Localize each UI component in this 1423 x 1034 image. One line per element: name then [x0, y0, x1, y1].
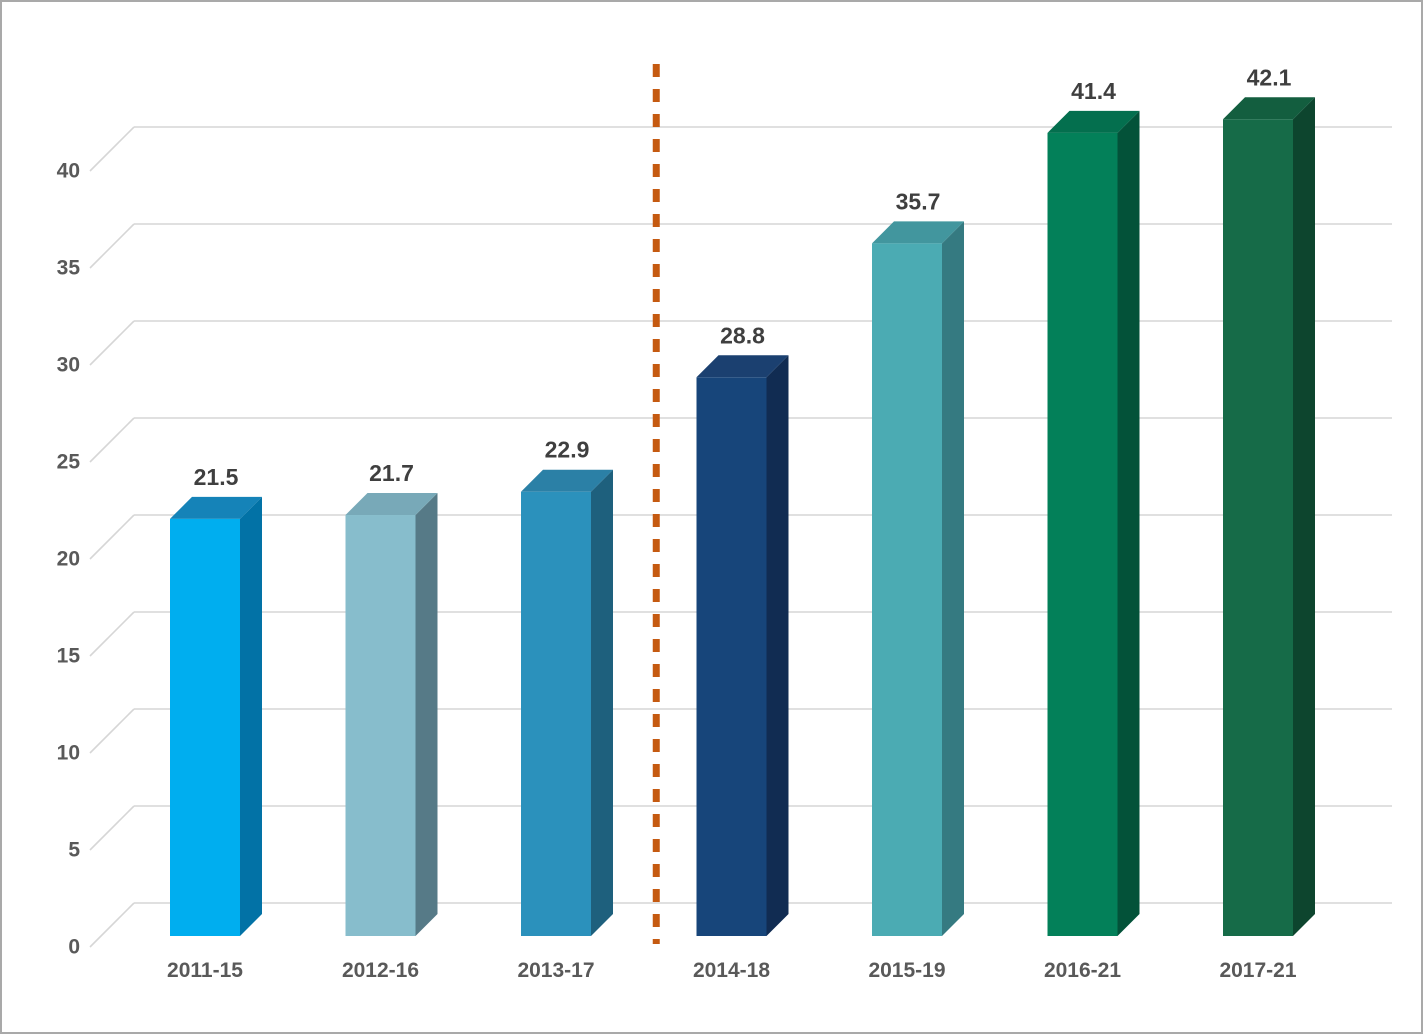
bar-2017-21-front: [1223, 119, 1293, 936]
value-label-2015-19: 35.7: [896, 188, 941, 214]
category-label-2013-17: 2013-17: [517, 959, 594, 982]
ytick-label-40: 40: [57, 160, 80, 183]
bar-2011-15-top: [170, 496, 262, 519]
bar-2012-16-side: [415, 493, 438, 936]
category-label-2016-21: 2016-21: [1044, 959, 1121, 982]
bar-2011-15-front: [170, 518, 240, 936]
bar-2014-18-front: [696, 377, 767, 936]
gridline-diagonal-0: [89, 902, 135, 948]
ytick-label-10: 10: [57, 742, 80, 765]
gridline-diagonal-25: [89, 417, 135, 463]
bar-2015-19-top: [872, 221, 964, 244]
value-label-2013-17: 22.9: [545, 437, 590, 463]
ytick-label-30: 30: [57, 354, 80, 377]
bar-2014-18-top: [696, 355, 789, 378]
gridline-diagonal-15: [89, 611, 135, 657]
gridline-diagonal-20: [89, 514, 135, 560]
gridline-diagonal-30: [89, 320, 135, 366]
value-label-2014-18: 28.8: [720, 322, 765, 348]
category-label-2012-16: 2012-16: [342, 959, 419, 982]
bar-2012-16-top: [345, 493, 438, 516]
bar-2016-21-front: [1047, 132, 1118, 937]
ytick-label-35: 35: [57, 257, 81, 280]
category-label-2011-15: 2011-15: [167, 959, 243, 982]
gridline-diagonal-10: [89, 708, 135, 754]
bar-2012-16-front: [345, 515, 416, 936]
ytick-label-15: 15: [57, 645, 81, 668]
category-label-2014-18: 2014-18: [693, 959, 770, 982]
gridline-diagonal-5: [89, 805, 135, 851]
bar-2013-17-side: [591, 469, 613, 936]
ytick-label-0: 0: [68, 936, 80, 959]
value-label-2012-16: 21.7: [369, 460, 414, 486]
bar-2015-19-side: [942, 221, 964, 937]
bar-2013-17-front: [521, 491, 591, 936]
ytick-label-20: 20: [57, 548, 80, 571]
gridline-diagonal-40: [89, 126, 135, 172]
bar-2017-21-side: [1293, 97, 1315, 936]
ytick-label-5: 5: [68, 839, 80, 862]
bar-2016-21-side: [1117, 110, 1140, 937]
value-label-2011-15: 21.5: [194, 464, 239, 490]
category-label-2015-19: 2015-19: [868, 959, 945, 982]
bar-2016-21-top: [1047, 110, 1140, 133]
category-label-2017-21: 2017-21: [1219, 959, 1296, 982]
bar-2017-21-top: [1223, 97, 1315, 120]
bar-2013-17-top: [521, 469, 613, 492]
bar-2011-15-side: [240, 496, 262, 936]
bar-2014-18-side: [766, 355, 789, 936]
bar-2015-19-front: [872, 243, 942, 937]
value-label-2016-21: 41.4: [1071, 78, 1116, 104]
gridline-diagonal-35: [89, 223, 135, 269]
value-label-2017-21: 42.1: [1247, 64, 1292, 90]
ytick-label-25: 25: [57, 451, 81, 474]
